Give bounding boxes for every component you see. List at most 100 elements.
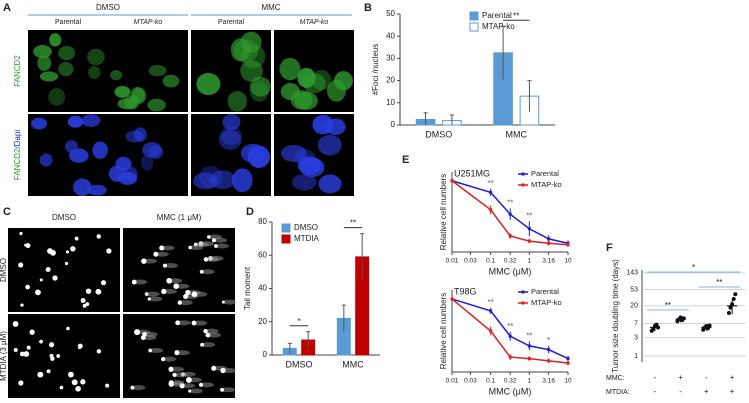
comet-head bbox=[211, 365, 217, 371]
comet-head bbox=[80, 297, 86, 303]
x-tick-label: 0.01 bbox=[446, 258, 459, 265]
x-tick-label: 0.32 bbox=[504, 378, 517, 385]
x-tick-label: 1 bbox=[528, 378, 532, 385]
comet-tail bbox=[206, 332, 221, 338]
subcolumn-header: MTAP-ko bbox=[300, 19, 329, 26]
nucleus bbox=[294, 91, 318, 110]
x-axis-label: MMC (μM) bbox=[489, 386, 532, 396]
legend-marker bbox=[521, 183, 525, 187]
nucleus bbox=[58, 45, 76, 61]
nucleus bbox=[108, 165, 125, 182]
comet-tail bbox=[154, 251, 169, 257]
x-tick-label: 3.16 bbox=[542, 378, 555, 385]
comet-head bbox=[52, 275, 58, 281]
x-tick-label: 1 bbox=[528, 258, 532, 265]
comet-head bbox=[70, 246, 76, 252]
nucleus bbox=[140, 154, 154, 171]
nucleus bbox=[117, 98, 137, 110]
comet-head bbox=[35, 289, 41, 296]
condition-sign: + bbox=[730, 373, 735, 382]
comet-head bbox=[26, 345, 31, 350]
comet-tail bbox=[170, 366, 185, 372]
series-line bbox=[451, 180, 569, 246]
nucleus bbox=[297, 156, 322, 175]
nucleus bbox=[87, 184, 107, 196]
legend-label: MTDIA bbox=[294, 234, 320, 243]
marker bbox=[508, 355, 512, 359]
comet-tail bbox=[162, 288, 177, 294]
y-tick-label: 20 bbox=[386, 76, 395, 85]
chart-title: U251MG bbox=[454, 168, 490, 178]
marker bbox=[527, 239, 531, 243]
legend-swatch bbox=[469, 11, 479, 21]
panel-label: C bbox=[3, 206, 11, 218]
nucleus bbox=[210, 170, 236, 190]
y-tick-label: 60 bbox=[258, 250, 267, 259]
x-tick-label: MMC bbox=[342, 359, 364, 369]
nucleus bbox=[37, 55, 52, 71]
comet-head bbox=[12, 321, 19, 327]
comet-head bbox=[134, 329, 141, 336]
nucleus bbox=[249, 76, 271, 97]
comet-head bbox=[71, 379, 78, 386]
comet-head bbox=[45, 267, 51, 272]
subcolumn-header: Parental bbox=[218, 19, 245, 26]
comet-head bbox=[185, 376, 192, 383]
y-tick-label: 1 bbox=[634, 353, 638, 360]
legend-swatch bbox=[281, 223, 291, 233]
marker bbox=[566, 243, 570, 247]
legend-label: MTAP-ko bbox=[531, 180, 562, 189]
legend-marker bbox=[521, 172, 525, 176]
nucleus bbox=[58, 62, 74, 77]
marker bbox=[450, 297, 454, 301]
condition-sign: - bbox=[679, 387, 682, 396]
marker bbox=[527, 357, 531, 361]
y-axis-label: Relative cell numbers bbox=[439, 293, 448, 369]
y-tick-label: 7 bbox=[634, 320, 638, 327]
comet-tail bbox=[148, 296, 163, 302]
marker bbox=[489, 329, 493, 333]
nucleus bbox=[73, 178, 92, 196]
comet-head bbox=[23, 351, 30, 357]
comet-head bbox=[19, 231, 23, 236]
column-header: MMC bbox=[261, 3, 280, 12]
comet-head bbox=[220, 387, 225, 392]
x-tick-label: DMSO bbox=[286, 359, 313, 369]
marker bbox=[547, 359, 551, 363]
nucleus bbox=[39, 153, 53, 167]
data-point bbox=[728, 305, 733, 310]
row-label: MTDIA (3 μM) bbox=[0, 331, 8, 381]
nucleus bbox=[249, 81, 269, 102]
significance-label: ** bbox=[526, 332, 532, 341]
comet-tail bbox=[221, 368, 236, 374]
nucleus bbox=[92, 141, 108, 159]
y-tick-label: 10 bbox=[386, 98, 395, 107]
nucleus bbox=[142, 142, 162, 158]
comet-head bbox=[74, 236, 79, 241]
comet-head bbox=[75, 386, 81, 392]
comet-tail bbox=[200, 269, 215, 275]
comet-tail bbox=[170, 380, 185, 386]
comet-head bbox=[95, 288, 102, 295]
comet-head bbox=[220, 367, 226, 374]
comet-head bbox=[175, 320, 181, 326]
significance-label: ** bbox=[488, 179, 494, 188]
marker bbox=[566, 361, 570, 365]
y-tick-label: 20 bbox=[630, 303, 638, 310]
marker bbox=[508, 234, 512, 238]
significance-label: ** bbox=[513, 11, 519, 20]
comet-head bbox=[207, 235, 211, 239]
significance-label: * bbox=[692, 263, 695, 272]
comet-head bbox=[159, 245, 165, 251]
comet-head bbox=[66, 326, 70, 331]
comet-head bbox=[183, 293, 189, 300]
x-tick-label: 10 bbox=[564, 258, 572, 265]
data-point bbox=[707, 323, 712, 328]
y-axis-label: Tumor size doubling time (days) bbox=[611, 259, 620, 373]
comet-tail bbox=[181, 383, 196, 389]
comet-tail bbox=[149, 347, 164, 353]
row-label-part: /Dapi bbox=[13, 130, 22, 149]
condition-sign: + bbox=[678, 373, 683, 382]
comet-head bbox=[18, 262, 24, 268]
series-line bbox=[451, 298, 569, 364]
